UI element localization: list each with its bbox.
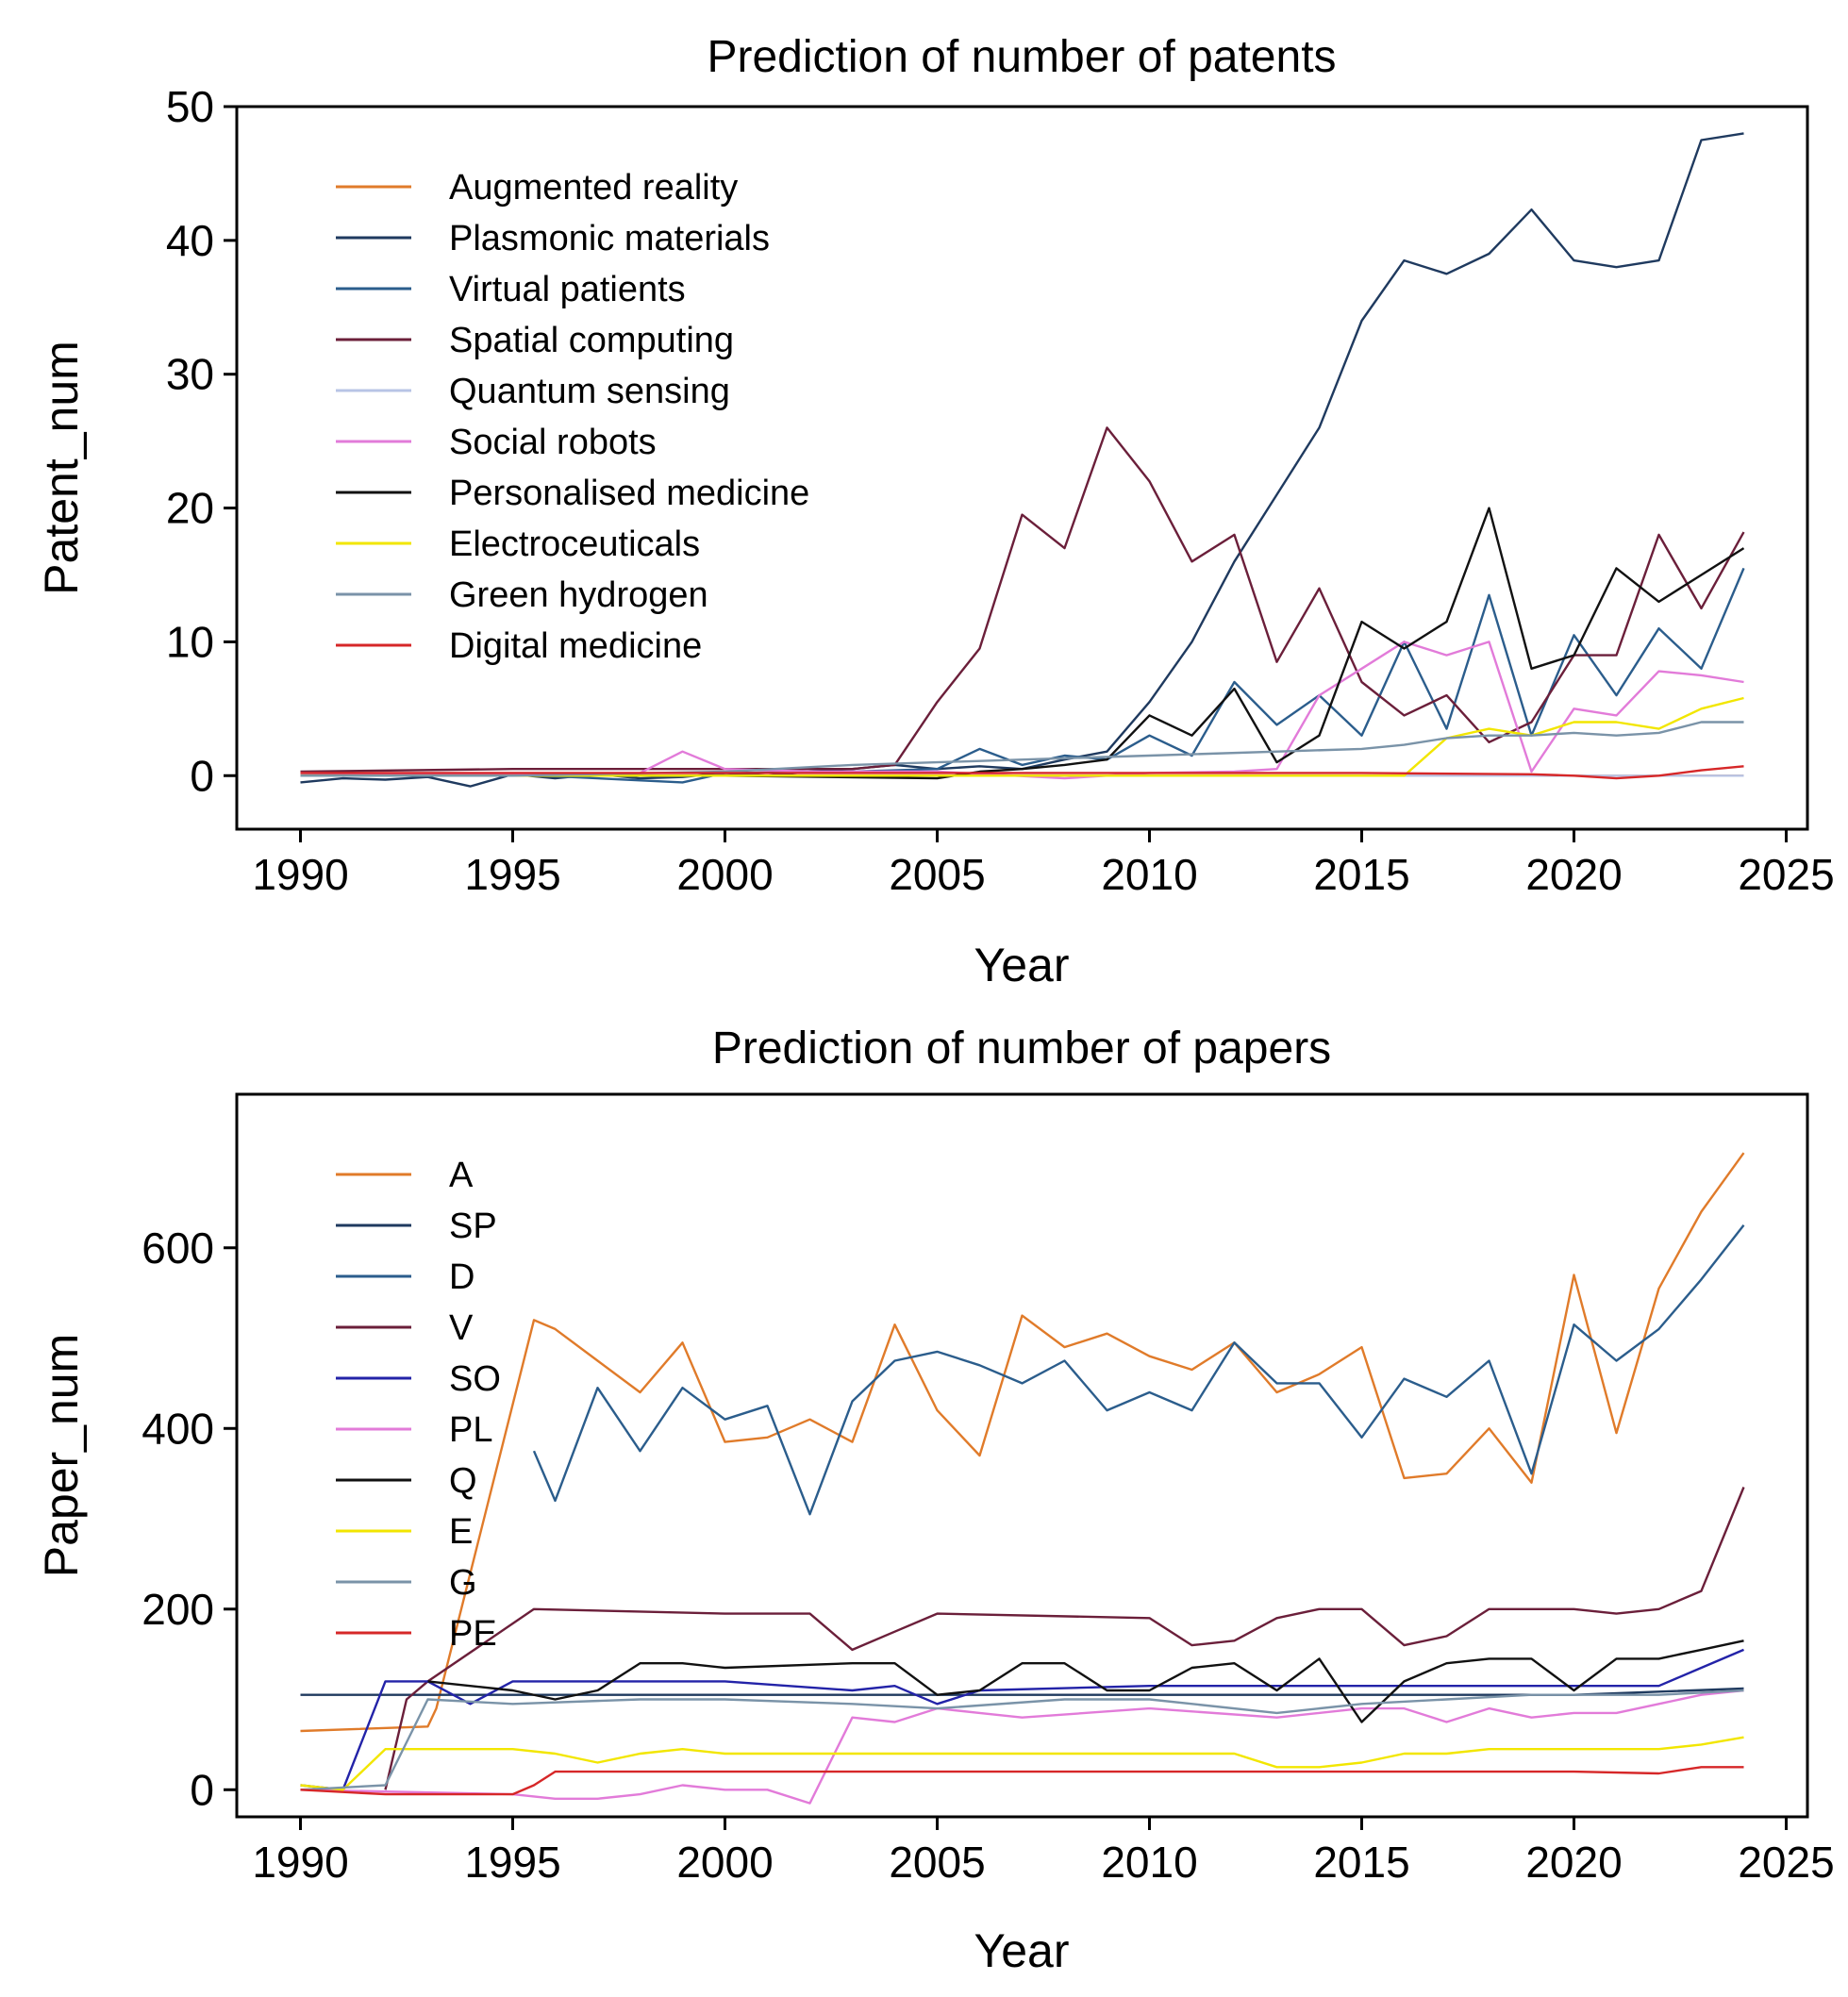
patents-legend-label: Social robots bbox=[449, 423, 657, 462]
papers-series-line-8 bbox=[300, 1736, 1744, 1791]
papers-x-axis-label: Year bbox=[974, 1924, 1069, 1977]
patents-x-tick-label: 2010 bbox=[1101, 850, 1197, 899]
patents-x-tick-label: 2000 bbox=[676, 850, 773, 899]
papers-x-tick-label: 2000 bbox=[676, 1838, 773, 1887]
papers-x-tick-label: 1995 bbox=[464, 1838, 560, 1887]
papers-series-line-6 bbox=[300, 1689, 1744, 1805]
patents-y-axis: 0 10 20 30 40 50 bbox=[166, 82, 237, 800]
patents-series-line-8 bbox=[300, 696, 1744, 777]
patents-x-axis-label: Year bbox=[974, 939, 1069, 991]
patents-legend-label: Digital medicine bbox=[449, 626, 702, 666]
papers-y-tick-label: 600 bbox=[142, 1223, 214, 1273]
papers-x-tick-label: 2015 bbox=[1313, 1838, 1409, 1887]
papers-legend: A SP DV SO PL QEG PE bbox=[336, 1156, 501, 1654]
papers-legend-label: A bbox=[449, 1156, 474, 1195]
papers-series-line-3 bbox=[532, 1224, 1745, 1516]
patents-series-line-9 bbox=[300, 721, 1744, 777]
patents-y-tick-label: 50 bbox=[166, 82, 214, 131]
papers-series-line-5 bbox=[300, 1648, 1744, 1791]
patents-y-tick-label: 10 bbox=[166, 617, 214, 666]
patents-legend-label: Quantum sensing bbox=[449, 372, 730, 411]
papers-plot-frame bbox=[235, 1092, 1809, 1819]
papers-x-tick-label: 2010 bbox=[1101, 1838, 1197, 1887]
patents-x-tick-label: 2015 bbox=[1313, 850, 1409, 899]
papers-y-tick-label: 200 bbox=[142, 1585, 214, 1634]
papers-series-line-1 bbox=[300, 1152, 1745, 1733]
papers-x-tick-label: 2020 bbox=[1525, 1838, 1622, 1887]
papers-y-tick-label: 400 bbox=[142, 1404, 214, 1453]
patents-plot-frame bbox=[235, 105, 1809, 831]
patents-legend-label: Spatial computing bbox=[449, 321, 734, 360]
papers-legend-label: PE bbox=[449, 1614, 497, 1654]
papers-series-line-4 bbox=[384, 1487, 1745, 1790]
patents-chart: Prediction of number of patents 1990 1995… bbox=[35, 32, 1835, 991]
patents-x-axis: 1990 1995 2000 2005 2010 2015 2020 2025 bbox=[252, 829, 1835, 899]
patents-x-tick-label: 1990 bbox=[252, 850, 348, 899]
patents-x-tick-label: 1995 bbox=[464, 850, 560, 899]
papers-series-line-7 bbox=[427, 1639, 1744, 1723]
patents-y-axis-label: Patent_num bbox=[35, 341, 88, 595]
patents-y-tick-label: 0 bbox=[190, 751, 214, 800]
papers-legend-label: D bbox=[449, 1257, 474, 1297]
patents-series-lines bbox=[300, 132, 1745, 788]
papers-chart: Prediction of number of papers 1990 1995 2… bbox=[35, 1023, 1835, 1977]
patents-x-tick-label: 2020 bbox=[1525, 850, 1622, 899]
patents-series-line-6 bbox=[300, 641, 1744, 780]
papers-x-tick-label: 2005 bbox=[889, 1838, 985, 1887]
patents-x-tick-label: 2005 bbox=[889, 850, 985, 899]
patents-legend-label: Virtual patients bbox=[449, 270, 686, 309]
patents-y-tick-label: 20 bbox=[166, 484, 214, 533]
papers-legend-label: PL bbox=[449, 1410, 492, 1450]
patents-series-line-10 bbox=[300, 765, 1744, 780]
papers-y-axis: 0 200 400 600 bbox=[142, 1223, 237, 1814]
papers-legend-label: SO bbox=[449, 1359, 501, 1399]
papers-y-tick-label: 0 bbox=[190, 1765, 214, 1814]
patents-legend: Augmented reality Plasmonic materials Virt… bbox=[336, 168, 809, 666]
papers-x-tick-label: 2025 bbox=[1738, 1838, 1834, 1887]
papers-legend-label: SP bbox=[449, 1207, 497, 1246]
papers-legend-label: V bbox=[449, 1308, 474, 1348]
papers-chart-title: Prediction of number of papers bbox=[712, 1023, 1331, 1073]
patents-legend-label: Plasmonic materials bbox=[449, 219, 770, 258]
papers-series-line-9 bbox=[300, 1689, 1744, 1791]
papers-legend-label: G bbox=[449, 1563, 477, 1603]
patents-legend-label: Electroceuticals bbox=[449, 524, 700, 564]
patents-y-tick-label: 40 bbox=[166, 216, 214, 265]
patents-legend-label: Personalised medicine bbox=[449, 474, 809, 513]
papers-legend-label: E bbox=[449, 1512, 473, 1552]
papers-x-tick-label: 1990 bbox=[252, 1838, 348, 1887]
patents-y-tick-label: 30 bbox=[166, 350, 214, 399]
papers-y-axis-label: Paper_num bbox=[35, 1334, 88, 1578]
patents-legend-label: Augmented reality bbox=[449, 168, 738, 208]
patents-chart-title: Prediction of number of patents bbox=[707, 32, 1336, 82]
papers-legend-label: Q bbox=[449, 1461, 477, 1501]
papers-series-line-10 bbox=[300, 1766, 1744, 1796]
papers-x-axis: 1990 1995 2000 2005 2010 2015 2020 2025 bbox=[252, 1817, 1835, 1887]
papers-series-lines bbox=[300, 1152, 1745, 1805]
patents-x-tick-label: 2025 bbox=[1738, 850, 1834, 899]
patents-legend-label: Green hydrogen bbox=[449, 575, 708, 615]
